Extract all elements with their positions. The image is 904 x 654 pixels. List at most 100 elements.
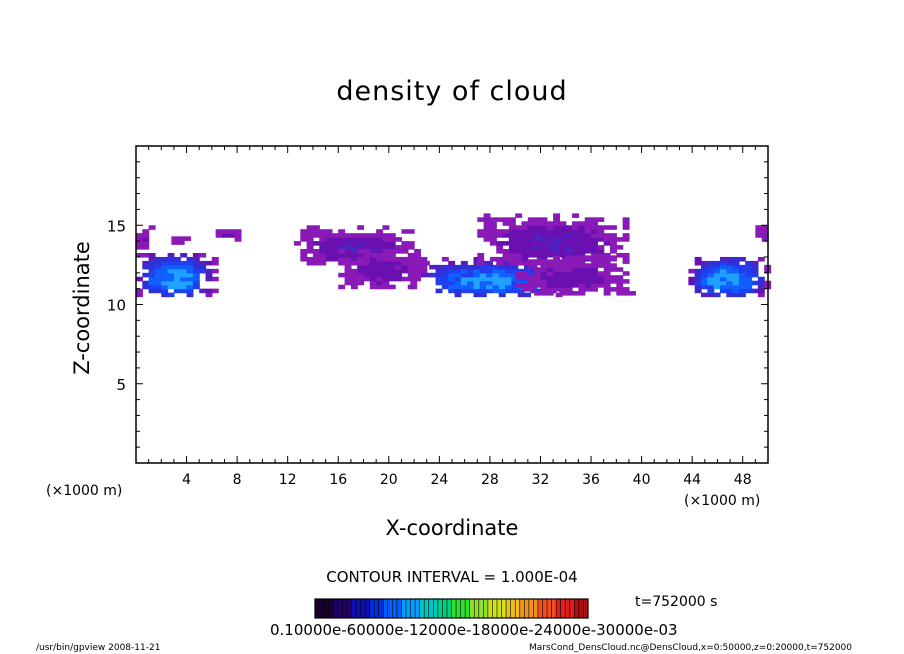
density-cell (553, 279, 561, 284)
density-cell (489, 233, 497, 238)
density-cell (719, 264, 727, 270)
density-cell (584, 217, 592, 222)
density-cell (420, 268, 428, 274)
density-cell (761, 233, 769, 238)
density-cell (584, 233, 592, 238)
density-cell (530, 272, 538, 278)
density-cell (591, 275, 598, 280)
density-cell (376, 237, 384, 242)
plot-frame (135, 145, 769, 464)
density-cell (382, 276, 390, 282)
density-cell (161, 268, 169, 274)
density-cell (344, 252, 352, 258)
density-cell (173, 276, 181, 282)
density-cell (460, 272, 468, 278)
density-cell (540, 291, 548, 296)
density-cell (489, 256, 497, 262)
density-cell (186, 292, 194, 298)
colorbar-segment (515, 599, 521, 618)
density-cell (407, 245, 415, 250)
density-cell (395, 249, 403, 254)
density-cell (492, 288, 500, 294)
density-cell (534, 252, 542, 258)
colorbar-segment (478, 599, 484, 618)
density-cell (561, 256, 569, 262)
density-cell (148, 272, 156, 278)
density-cell (161, 272, 169, 278)
density-cell (221, 233, 229, 238)
density-cell (205, 276, 213, 282)
density-cell (540, 252, 548, 258)
density-cell (454, 268, 462, 274)
density-cell (186, 256, 194, 262)
density-cell (460, 284, 468, 290)
density-cell (142, 284, 150, 290)
density-cell (578, 241, 586, 246)
colorbar-segment (537, 599, 543, 618)
density-cell (757, 292, 765, 298)
density-cell (546, 233, 554, 238)
density-cell (441, 280, 449, 286)
density-cell (136, 233, 143, 238)
density-cell (407, 252, 415, 258)
colorbar-segment (501, 599, 507, 618)
density-cell (572, 267, 579, 272)
density-cell (477, 260, 485, 266)
density-cell (350, 252, 358, 258)
density-cell (713, 292, 721, 298)
colorbar-segment (365, 599, 371, 618)
density-cell (357, 268, 365, 274)
density-cell (350, 268, 358, 274)
x-tick-label: 48 (734, 472, 752, 488)
density-cell (180, 264, 188, 270)
density-cell (521, 237, 529, 242)
density-cell (755, 229, 763, 234)
density-cell (578, 283, 586, 288)
density-cell (584, 245, 592, 250)
density-cell (553, 271, 561, 276)
density-cell (565, 279, 573, 284)
colorbar-segment (415, 599, 421, 618)
density-cell (460, 268, 468, 274)
density-cell (407, 272, 415, 278)
density-cell (565, 271, 573, 276)
density-cell (527, 229, 535, 234)
density-cell (572, 237, 579, 242)
y-axis-unit: (×1000 m) (46, 483, 123, 499)
density-cell (597, 275, 605, 280)
density-cell (467, 272, 475, 278)
density-cell (521, 225, 529, 230)
density-cell (192, 276, 200, 282)
density-cell (559, 275, 567, 280)
density-cell (546, 229, 554, 234)
density-cell (167, 252, 175, 258)
colorbar-segment (387, 599, 393, 618)
density-cell (388, 276, 396, 282)
density-cell (325, 245, 333, 250)
density-cell (527, 275, 535, 280)
density-cell (572, 241, 579, 246)
density-cell (565, 255, 573, 260)
density-cell (732, 292, 740, 298)
density-cell (401, 229, 409, 234)
density-cell (357, 280, 365, 286)
density-cell (508, 237, 516, 242)
density-cell (616, 267, 624, 272)
density-cell (338, 229, 346, 234)
density-cell (350, 241, 358, 246)
density-cell (534, 283, 542, 288)
density-cell (180, 276, 188, 282)
density-cell (751, 264, 759, 270)
density-cell (369, 245, 377, 250)
density-cell (186, 272, 194, 278)
density-cell (591, 263, 598, 268)
density-cell (534, 225, 542, 230)
density-cell (738, 276, 746, 282)
density-cell (707, 284, 715, 290)
density-cell (505, 268, 513, 274)
density-cell (148, 225, 156, 230)
density-cell (540, 283, 548, 288)
density-cell (540, 271, 548, 276)
colorbar-segment (442, 599, 448, 618)
density-cell (534, 241, 542, 246)
